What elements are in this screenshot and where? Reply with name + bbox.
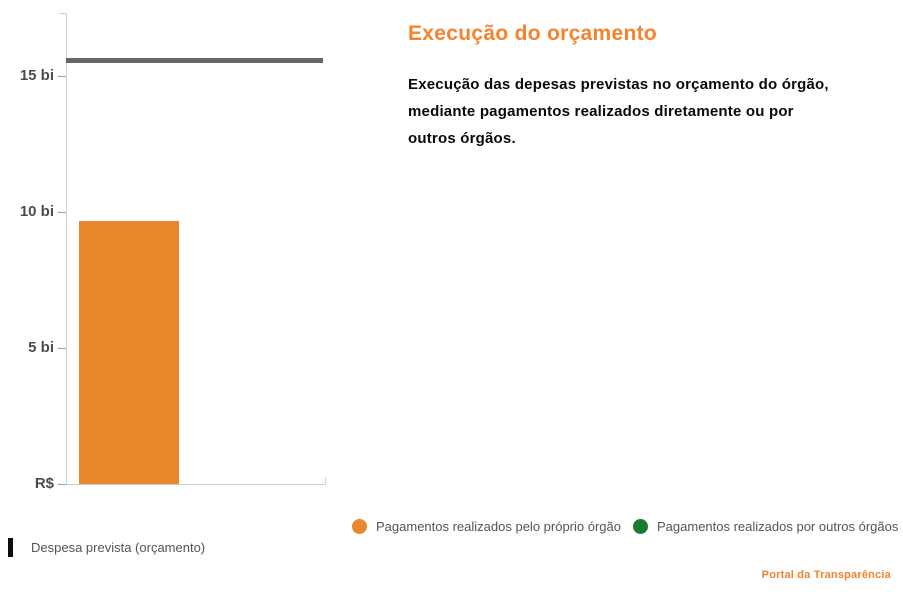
y-tick: [58, 348, 66, 349]
page-title: Execução do orçamento: [408, 22, 658, 45]
orange-dot-icon: [352, 519, 367, 534]
bar-series-0: [79, 221, 179, 484]
description-line: Execução das depesas previstas no orçame…: [408, 76, 829, 93]
y-tick: [58, 76, 66, 77]
x-axis-line: [66, 484, 325, 485]
chart-description: Execução das depesas previstas no orçame…: [408, 71, 888, 152]
y-tick-label: R$: [34, 475, 54, 492]
portal-transparencia-link[interactable]: Portal da Transparência: [761, 569, 891, 581]
description-line: mediante pagamentos realizados diretamen…: [408, 103, 794, 120]
y-tick: [58, 484, 66, 485]
y-tick: [58, 212, 66, 213]
chart-legend: Pagamentos realizados pelo próprio órgão…: [352, 519, 898, 534]
budget-limit-line: [66, 58, 323, 63]
x-axis-end-cap: [325, 477, 326, 485]
y-axis-line: [66, 13, 67, 484]
legend-item-other-payments: Pagamentos realizados por outros órgãos: [633, 519, 898, 534]
y-tick-label: 5 bi: [28, 339, 54, 356]
green-dot-icon: [633, 519, 648, 534]
legend-label: Pagamentos realizados pelo próprio órgão: [376, 519, 621, 534]
reference-line-legend: Despesa prevista (orçamento): [8, 538, 205, 557]
black-bar-marker-icon: [8, 538, 13, 557]
reference-line-label: Despesa prevista (orçamento): [31, 540, 206, 555]
y-axis-top-cap: [59, 13, 67, 14]
description-line: outros órgãos.: [408, 130, 516, 147]
y-tick-label: 15 bi: [19, 67, 54, 84]
bar-chart: R$ 5 bi 10 bi 15 bi: [0, 0, 340, 510]
legend-item-own-payments: Pagamentos realizados pelo próprio órgão: [352, 519, 621, 534]
legend-label: Pagamentos realizados por outros órgãos: [657, 519, 899, 534]
y-tick-label: 10 bi: [19, 203, 54, 220]
